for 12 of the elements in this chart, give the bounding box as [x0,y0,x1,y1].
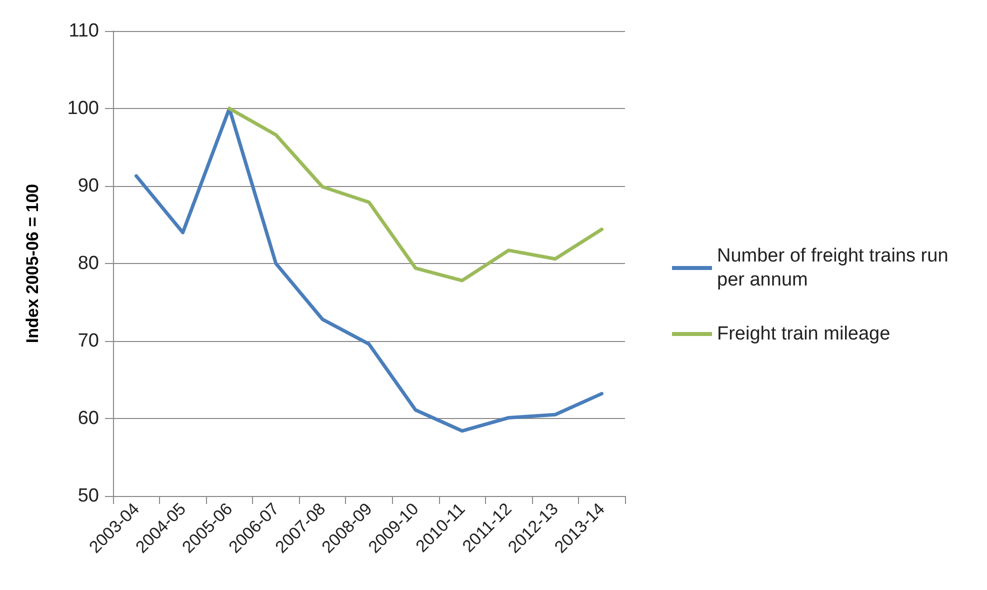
legend-label: Number of freight trains run per annum [717,246,954,290]
legend-label: Freight train mileage [717,324,890,344]
y-tick-label: 100 [67,98,99,119]
line-series [228,106,604,282]
y-tick-label: 110 [68,20,99,42]
y-tick-label: 90 [78,176,99,196]
y-tick-label: 50 [78,486,99,506]
y-tick-label: 80 [78,253,99,274]
y-axis-title: Index 2005-06 = 100 [23,184,42,344]
y-tick-label: 70 [78,330,99,352]
line-series [134,106,604,433]
y-tick-label: 60 [78,408,99,429]
